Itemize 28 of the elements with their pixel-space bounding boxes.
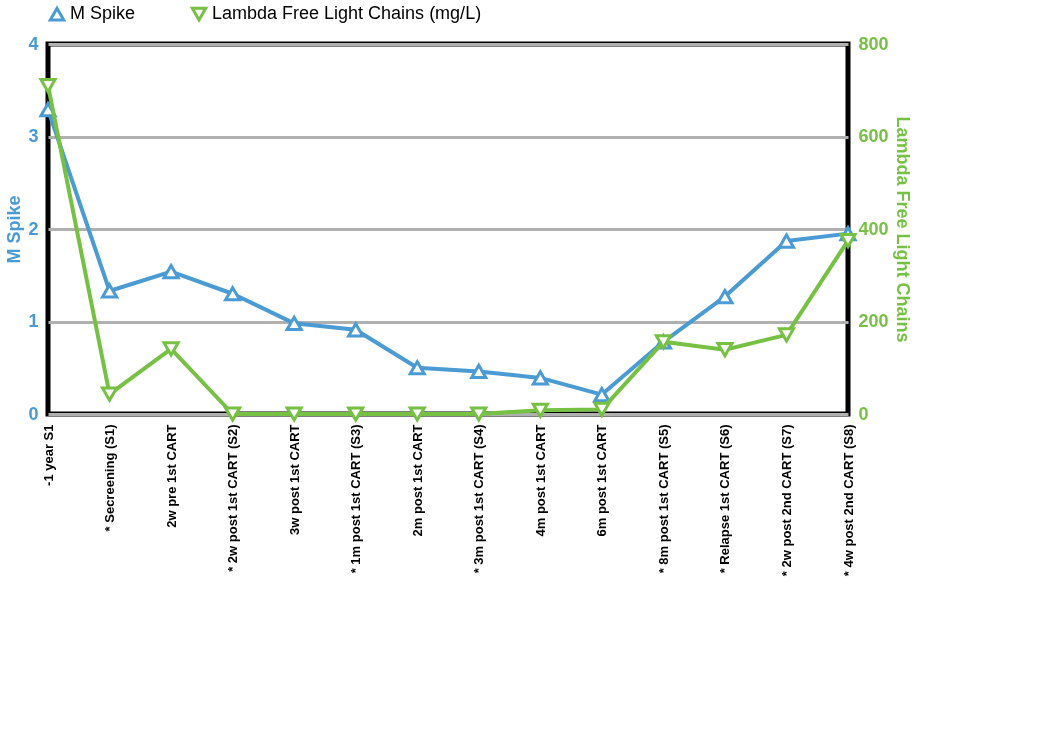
x-tick-label: * 3m post 1st CART (S4) <box>471 424 487 574</box>
x-tick-label: * 1m post 1st CART (S3) <box>348 424 364 574</box>
x-tick-label: 4m post 1st CART <box>532 424 548 537</box>
x-tick-label: * 4w post 2nd CART (S8) <box>840 424 856 577</box>
legend-label: Lambda Free Light Chains (mg/L) <box>212 3 482 24</box>
y2-tick-label: 600 <box>858 126 889 146</box>
y2-tick-label: 200 <box>858 311 889 331</box>
x-tick-label: * Secreening (S1) <box>102 424 118 532</box>
y-tick-label: 2 <box>28 218 39 239</box>
y-tick-label: 4 <box>28 33 39 54</box>
y-tick-label: 0 <box>28 403 39 424</box>
x-tick-label: 3w post 1st CART <box>286 424 302 536</box>
x-tick-label: 2w pre 1st CART <box>163 424 179 528</box>
y-tick-label: 1 <box>28 311 39 331</box>
y2-axis-title: Lambda Free Light Chains <box>892 116 913 343</box>
x-tick-label: * 2w post 1st CART (S2) <box>225 424 241 572</box>
x-tick-label: 2m post 1st CART <box>409 424 425 537</box>
y2-tick-label: 800 <box>858 33 889 54</box>
legend-label: M Spike <box>70 3 136 24</box>
x-tick-label: * Relapse 1st CART (S6) <box>717 424 733 574</box>
x-tick-label: -1 year S1 <box>40 424 56 486</box>
y-tick-label: 3 <box>28 126 39 146</box>
y-axis-title: M Spike <box>4 195 25 264</box>
x-tick-label: 6m post 1st CART <box>594 424 610 537</box>
y2-tick-label: 0 <box>858 403 869 424</box>
x-tick-label: * 2w post 2nd CART (S7) <box>778 424 794 577</box>
y2-tick-label: 400 <box>858 218 889 239</box>
x-tick-label: * 8m post 1st CART (S5) <box>655 424 671 574</box>
